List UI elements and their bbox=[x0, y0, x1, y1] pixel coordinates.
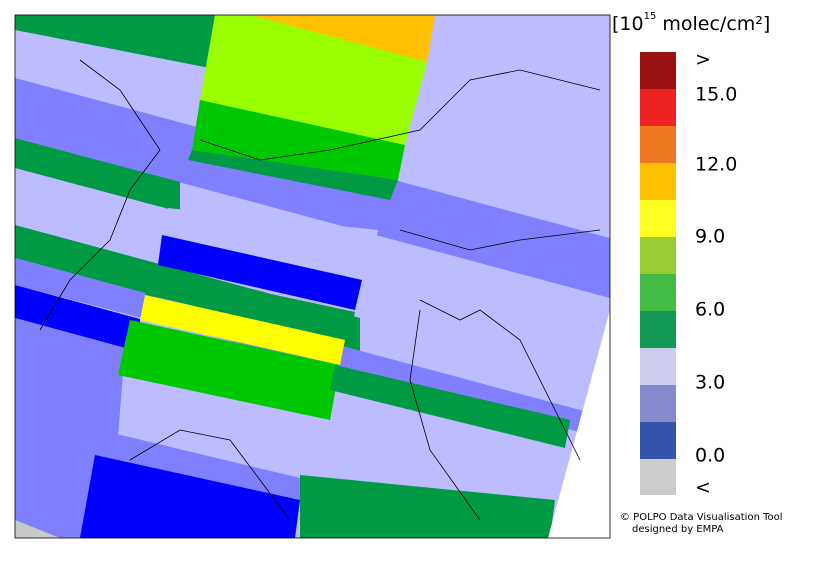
legend-title-exponent: 15 bbox=[644, 11, 657, 22]
legend-title-unit: molec/cm²] bbox=[656, 13, 770, 35]
legend-title-prefix: [10 bbox=[612, 13, 644, 35]
outside-swath bbox=[548, 310, 610, 538]
swath bbox=[145, 268, 355, 337]
colorbar bbox=[640, 52, 676, 495]
swath bbox=[330, 365, 570, 448]
colorbar-segment bbox=[640, 311, 676, 348]
swath bbox=[250, 15, 435, 62]
swath bbox=[192, 100, 405, 180]
colorbar-segment bbox=[640, 52, 676, 89]
legend-title: [1015 molec/cm²] bbox=[612, 11, 770, 35]
swath bbox=[95, 430, 300, 500]
swath bbox=[165, 208, 378, 258]
swath bbox=[15, 520, 60, 538]
colorbar-label: 12.0 bbox=[695, 154, 737, 176]
colorbar-labels: >15.0 12.0 9.0 6.0 3.0 0.0 < bbox=[695, 49, 737, 499]
credit: designed by EMPA bbox=[632, 524, 724, 535]
colorbar-segment bbox=[640, 274, 676, 311]
swath bbox=[15, 138, 180, 212]
colorbar-label: 15.0 bbox=[695, 84, 737, 106]
colorbar-segment bbox=[640, 385, 676, 422]
colorbar-segment bbox=[640, 348, 676, 385]
swath bbox=[188, 150, 398, 200]
swath bbox=[300, 475, 555, 538]
swath bbox=[200, 15, 427, 145]
swath bbox=[140, 295, 345, 365]
border bbox=[39, 59, 601, 521]
swath bbox=[158, 235, 362, 310]
swath bbox=[15, 285, 140, 352]
colorbar-segment bbox=[640, 459, 676, 495]
colorbar-segment bbox=[640, 126, 676, 163]
map-frame bbox=[14, 14, 611, 539]
swath bbox=[15, 15, 215, 69]
colorbar-segment bbox=[640, 89, 676, 126]
colorbar-segment bbox=[640, 237, 676, 274]
colorbar-label: < bbox=[695, 477, 711, 499]
credit: © POLPO Data Visualisation Tool bbox=[620, 512, 783, 523]
map bbox=[15, 15, 610, 538]
swath bbox=[80, 455, 300, 538]
swath bbox=[118, 320, 340, 420]
colorbar-label: 3.0 bbox=[695, 372, 725, 394]
swath bbox=[15, 78, 610, 298]
colorbar-segment bbox=[640, 422, 676, 459]
colorbar-label: 6.0 bbox=[695, 299, 725, 321]
colorbar-label: 0.0 bbox=[695, 445, 725, 467]
colorbar-segment bbox=[640, 163, 676, 200]
colorbar-label: > bbox=[695, 49, 711, 71]
colorbar-label: 9.0 bbox=[695, 226, 725, 248]
colorbar-segment bbox=[640, 200, 676, 237]
